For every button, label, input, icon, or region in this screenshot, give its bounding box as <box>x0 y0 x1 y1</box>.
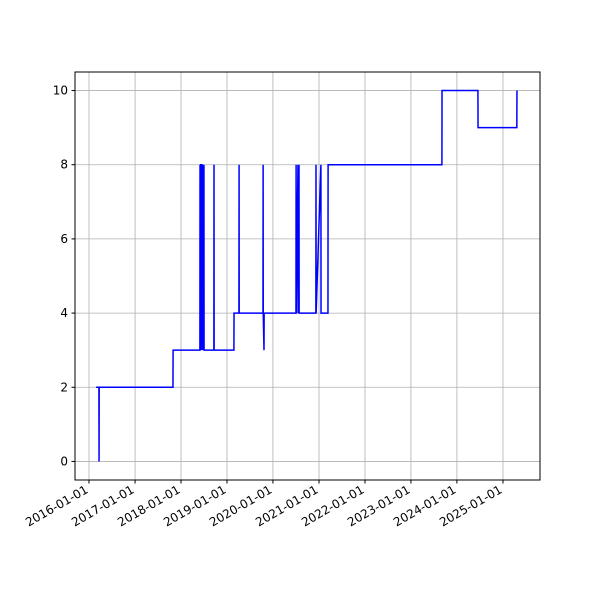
y-tick-label: 10 <box>53 84 68 98</box>
y-tick-label: 6 <box>60 232 68 246</box>
axes-frame <box>74 71 541 481</box>
y-tick-label: 4 <box>60 306 68 320</box>
y-tick-label: 0 <box>60 454 68 468</box>
line <box>96 89 518 462</box>
y-tick-label: 8 <box>60 158 68 172</box>
y-tick-label: 2 <box>60 380 68 394</box>
plot <box>96 89 518 462</box>
